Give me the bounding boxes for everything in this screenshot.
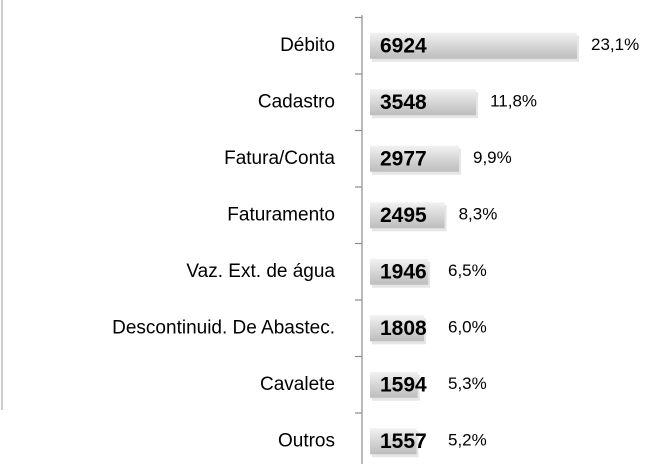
- value-label: 2977: [380, 147, 427, 170]
- share-label: 8,3%: [459, 205, 498, 224]
- bar: [370, 371, 418, 398]
- value-label: 1946: [380, 260, 427, 283]
- category-label: Débito: [280, 35, 335, 56]
- value-label: 1594: [380, 373, 427, 396]
- share-label: 6,5%: [448, 261, 487, 280]
- value-label: 6924: [380, 34, 427, 57]
- bar: [370, 315, 425, 342]
- category-label: Faturamento: [227, 204, 335, 225]
- value-label: 2495: [380, 204, 427, 227]
- share-label: 5,3%: [448, 374, 487, 393]
- share-label: 23,1%: [591, 35, 639, 54]
- category-label: Outros: [278, 430, 335, 451]
- category-label: Vaz. Ext. de água: [186, 261, 335, 282]
- bar: [370, 428, 417, 455]
- share-label: 5,2%: [448, 431, 487, 450]
- share-label: 6,0%: [448, 318, 487, 337]
- bar: [370, 32, 578, 59]
- bar: [370, 89, 477, 116]
- bar: [370, 202, 445, 229]
- share-label: 9,9%: [473, 148, 512, 167]
- category-label: Descontinuid. De Abastec.: [112, 317, 335, 338]
- bar: [370, 258, 429, 285]
- share-label: 11,8%: [490, 92, 537, 111]
- category-label: Fatura/Conta: [224, 148, 335, 169]
- value-label: 3548: [380, 91, 427, 114]
- value-label: 1808: [380, 317, 427, 340]
- value-label: 1557: [380, 430, 427, 453]
- category-label: Cadastro: [258, 91, 335, 112]
- bar: [370, 145, 460, 172]
- category-label: Cavalete: [260, 374, 335, 395]
